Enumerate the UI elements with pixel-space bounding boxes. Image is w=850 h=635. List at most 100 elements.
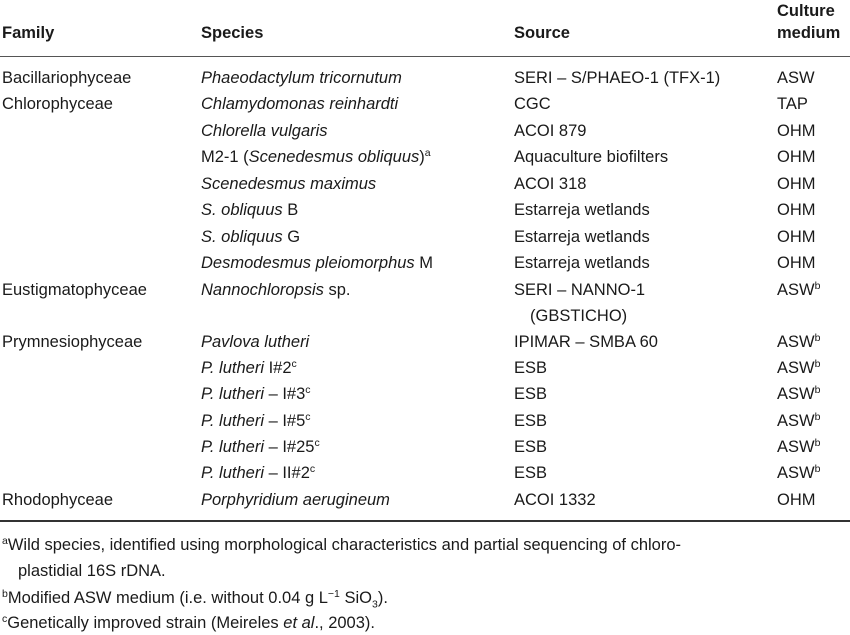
footnote-c-mark: c — [2, 613, 8, 625]
cell-source-cont: (GBSTICHO) — [530, 306, 627, 326]
cell-source: Aquaculture biofilters — [514, 147, 668, 167]
species-name: P. lutheri — [201, 438, 264, 456]
species-suffix: – I#3 — [264, 385, 306, 403]
footnote-b-exponent: −1 — [327, 588, 340, 600]
source-text: Aquaculture biofilters — [514, 148, 669, 166]
cell-species: Chlorella vulgaris — [201, 121, 328, 141]
source-text: Estarreja wetlands — [514, 228, 650, 246]
medium-text: ASW — [777, 412, 815, 430]
cell-source: ESB — [514, 384, 547, 404]
cell-medium: ASWb — [777, 280, 820, 300]
cell-source: ESB — [514, 437, 547, 457]
medium-footnote-mark: b — [814, 280, 821, 292]
cell-species: Scenedesmus maximus — [201, 174, 376, 194]
species-footnote-mark: c — [314, 437, 320, 449]
species-footnote-mark: c — [309, 463, 316, 475]
species-suffix: – I#5 — [264, 412, 306, 430]
species-suffix: B — [282, 201, 299, 219]
cell-source: ESB — [514, 411, 547, 431]
medium-footnote-mark: b — [814, 358, 821, 370]
cell-source: Estarreja wetlands — [514, 200, 650, 220]
cell-family: Bacillariophyceae — [2, 68, 131, 88]
medium-text: ASW — [777, 333, 815, 351]
source-text: SERI – NANNO-1 — [514, 281, 646, 299]
header-species: Species — [201, 24, 264, 42]
source-text: SERI – S/PHAEO-1 (TFX-1) — [514, 69, 721, 87]
cell-medium: TAP — [777, 94, 808, 114]
cell-species: M2-1 (Scenedesmus obliquus)a — [201, 147, 431, 167]
medium-text: ASW — [777, 464, 815, 482]
cell-medium: ASWb — [777, 332, 820, 352]
medium-text: OHM — [777, 201, 816, 219]
cell-species: P. lutheri – I#3c — [201, 384, 311, 404]
medium-text: ASW — [777, 69, 815, 87]
medium-text: OHM — [777, 122, 816, 140]
family-text: Prymnesiophyceae — [2, 333, 143, 351]
cell-medium: ASWb — [777, 384, 820, 404]
medium-text: ASW — [777, 359, 815, 377]
medium-footnote-mark: b — [814, 463, 821, 475]
cell-source: SERI – S/PHAEO-1 (TFX-1) — [514, 68, 720, 88]
cell-species: Desmodesmus pleiomorphus M — [201, 253, 433, 273]
source-text: Estarreja wetlands — [514, 201, 650, 219]
bottom-rule — [0, 520, 850, 522]
footnote-b: bModified ASW medium (i.e. without 0.04 … — [2, 587, 388, 615]
cell-source: ACOI 318 — [514, 174, 586, 194]
footnote-b-end: ). — [377, 589, 388, 607]
source-text-cont: (GBSTICHO) — [530, 307, 628, 325]
source-text: ESB — [514, 412, 548, 430]
medium-text: OHM — [777, 228, 816, 246]
species-name: Chlamydomonas reinhardti — [201, 95, 399, 113]
cell-species: P. lutheri I#2c — [201, 358, 297, 378]
cell-medium: OHM — [777, 490, 816, 510]
cell-species: Pavlova lutheri — [201, 332, 309, 352]
cell-species: Chlamydomonas reinhardti — [201, 94, 398, 114]
footnote-c-italic: et al — [283, 614, 315, 632]
medium-text: TAP — [777, 95, 808, 113]
species-name: Scenedesmus maximus — [201, 175, 377, 193]
medium-text: OHM — [777, 491, 816, 509]
footnote-a-cont: plastidial 16S rDNA. — [18, 560, 166, 582]
species-suffix: – I#25 — [264, 438, 315, 456]
cell-source: SERI – NANNO-1 — [514, 280, 645, 300]
footnote-a-line1: Wild species, identified using morpholog… — [7, 536, 682, 554]
cell-source: ESB — [514, 463, 547, 483]
cell-medium: ASWb — [777, 437, 820, 457]
cell-medium: OHM — [777, 174, 816, 194]
cell-species: P. lutheri – I#25c — [201, 437, 320, 457]
cell-species: P. lutheri – II#2c — [201, 463, 315, 483]
family-text: Eustigmatophyceae — [2, 281, 147, 299]
medium-text: ASW — [777, 385, 815, 403]
cell-source: CGC — [514, 94, 551, 114]
footnote-a-mark: a — [2, 535, 8, 547]
cell-species: Nannochloropsis sp. — [201, 280, 351, 300]
cell-source: Estarreja wetlands — [514, 253, 650, 273]
species-footnote-mark: a — [424, 147, 431, 159]
footnote-a: aWild species, identified using morpholo… — [2, 534, 681, 556]
species-prefix: M2-1 ( — [201, 148, 249, 166]
footnote-b-text: Modified ASW medium (i.e. without 0.04 g… — [7, 589, 328, 607]
cell-medium: ASWb — [777, 411, 820, 431]
species-footnote-mark: c — [305, 411, 311, 423]
species-suffix: M — [414, 254, 434, 272]
medium-footnote-mark: b — [814, 411, 821, 423]
species-name: P. lutheri — [201, 464, 264, 482]
species-suffix: G — [282, 228, 301, 246]
species-name: P. lutheri — [201, 385, 264, 403]
species-name: Desmodesmus pleiomorphus — [201, 254, 415, 272]
cell-medium: OHM — [777, 253, 816, 273]
species-suffix: sp. — [323, 281, 351, 299]
header-rule — [0, 56, 850, 57]
medium-footnote-mark: b — [814, 384, 821, 396]
species-name: S. obliquus — [201, 228, 283, 246]
cell-medium: ASWb — [777, 463, 820, 483]
cell-species: S. obliquus B — [201, 200, 298, 220]
source-text: ACOI 318 — [514, 175, 587, 193]
family-text: Bacillariophyceae — [2, 69, 132, 87]
source-text: ESB — [514, 385, 548, 403]
footnote-b-mark: b — [2, 588, 8, 600]
cell-medium: ASW — [777, 68, 815, 88]
species-footnote-mark: c — [291, 358, 297, 370]
cell-family: Rhodophyceae — [2, 490, 113, 510]
source-text: CGC — [514, 95, 551, 113]
